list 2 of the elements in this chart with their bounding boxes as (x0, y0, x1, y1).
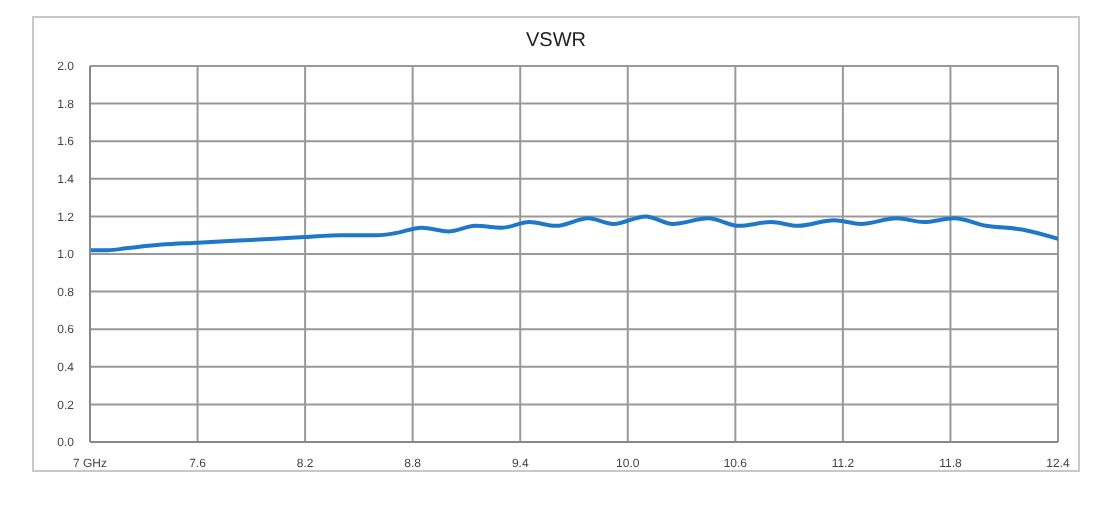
line-series (90, 214, 1058, 253)
chart-title: VSWR (524, 28, 588, 54)
